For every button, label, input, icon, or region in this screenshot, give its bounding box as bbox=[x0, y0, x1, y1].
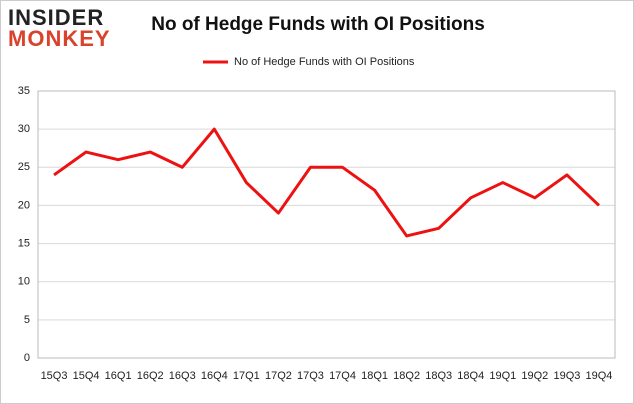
x-tick-label: 19Q1 bbox=[489, 370, 516, 382]
x-tick-label: 16Q4 bbox=[201, 370, 228, 382]
x-tick-label: 15Q4 bbox=[73, 370, 100, 382]
x-tick-label: 19Q3 bbox=[553, 370, 580, 382]
y-tick-label: 25 bbox=[18, 161, 30, 173]
x-tick-label: 17Q4 bbox=[329, 370, 356, 382]
y-tick-label: 0 bbox=[24, 352, 30, 364]
chart-title: No of Hedge Funds with OI Positions bbox=[151, 14, 485, 35]
x-tick-label: 19Q2 bbox=[521, 370, 548, 382]
x-tick-label: 17Q3 bbox=[297, 370, 324, 382]
x-tick-label: 17Q1 bbox=[233, 370, 260, 382]
y-tick-label: 15 bbox=[18, 237, 30, 249]
x-tick-label: 16Q1 bbox=[105, 370, 132, 382]
x-tick-label: 16Q2 bbox=[137, 370, 164, 382]
y-tick-label: 35 bbox=[18, 85, 30, 97]
series-line bbox=[53, 127, 601, 238]
plot-border bbox=[37, 90, 616, 359]
x-tick-label: 17Q2 bbox=[265, 370, 292, 382]
y-tick-label: 20 bbox=[18, 199, 30, 211]
logo-top: INSIDER bbox=[8, 5, 104, 30]
logo-bottom: MONKEY bbox=[8, 26, 111, 51]
legend-label: No of Hedge Funds with OI Positions bbox=[234, 56, 415, 68]
x-tick-label: 18Q4 bbox=[457, 370, 484, 382]
y-tick-label: 30 bbox=[18, 123, 30, 135]
x-tick-label: 16Q3 bbox=[169, 370, 196, 382]
x-tick-label: 18Q1 bbox=[361, 370, 388, 382]
y-tick-label: 10 bbox=[18, 276, 30, 288]
x-tick-label: 19Q4 bbox=[586, 370, 613, 382]
y-tick-label: 5 bbox=[24, 314, 30, 326]
x-tick-label: 18Q2 bbox=[393, 370, 420, 382]
x-tick-label: 15Q3 bbox=[41, 370, 68, 382]
x-tick-label: 18Q3 bbox=[425, 370, 452, 382]
